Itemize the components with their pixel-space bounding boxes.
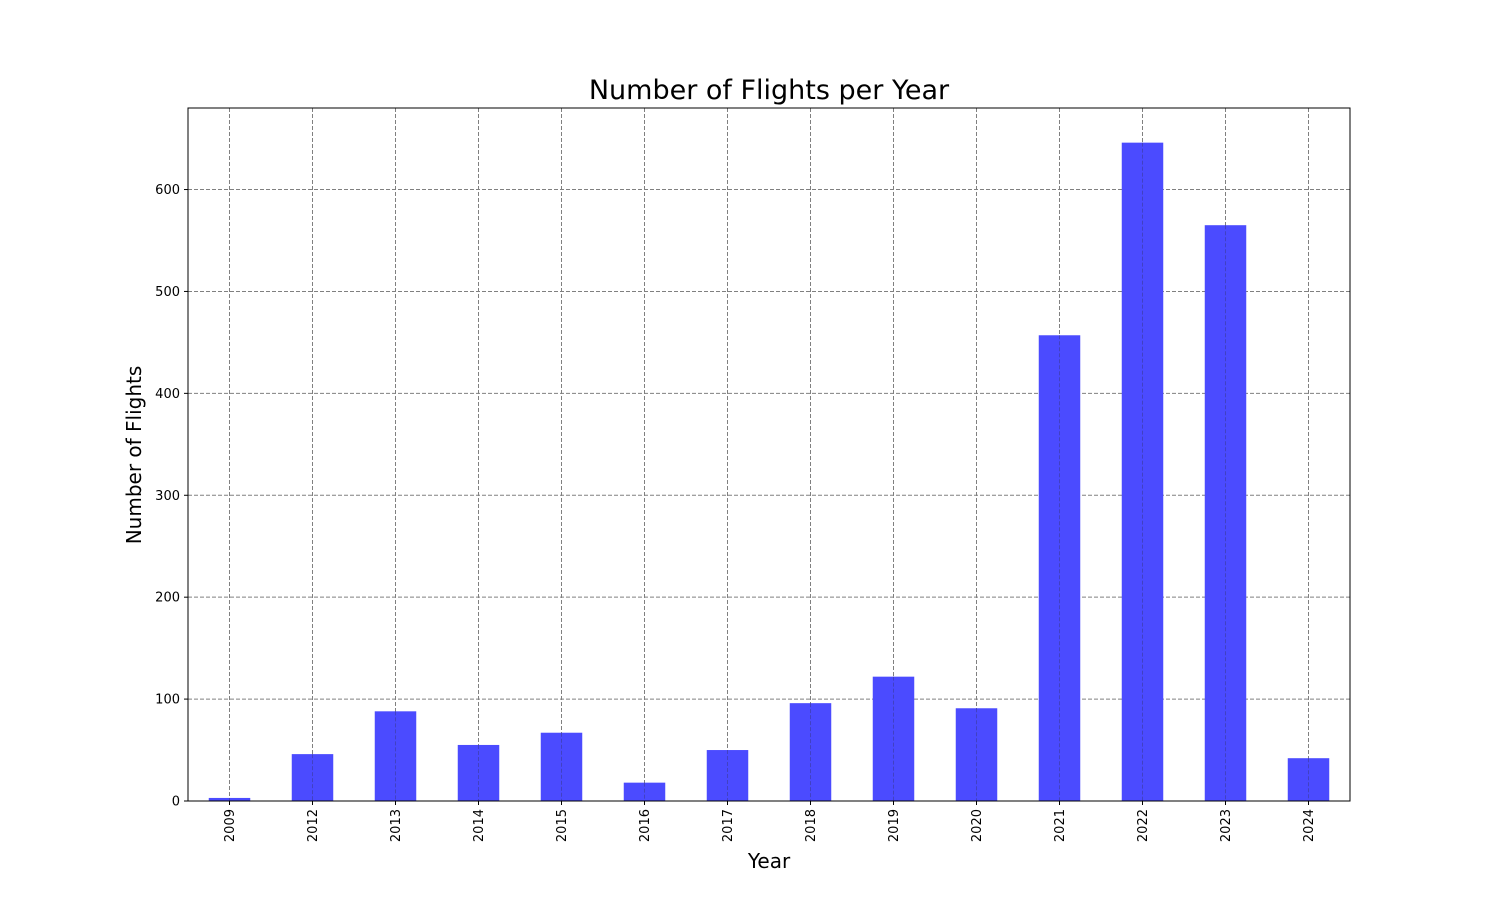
x-tick-label: 2016	[638, 809, 653, 842]
y-tick-label: 0	[172, 795, 180, 810]
chart-title: Number of Flights per Year	[589, 75, 950, 106]
x-tick-label: 2015	[555, 809, 570, 842]
x-tick-label: 2021	[1053, 809, 1068, 842]
y-tick-label: 600	[155, 183, 180, 198]
x-tick-label: 2012	[306, 809, 321, 842]
axes	[184, 107, 1351, 805]
x-tick-label: 2020	[970, 809, 985, 842]
bars	[208, 142, 1330, 801]
x-tick-label: 2013	[389, 809, 404, 842]
x-tick-label: 2024	[1302, 809, 1317, 842]
x-tick-label: 2019	[887, 809, 902, 842]
x-tick-label: 2009	[223, 809, 238, 842]
x-tick-label: 2018	[804, 809, 819, 842]
x-tick-label: 2022	[1136, 809, 1151, 842]
y-tick-label: 400	[155, 387, 180, 402]
y-tick-label: 500	[155, 285, 180, 300]
bar-2015	[540, 732, 583, 801]
y-axis-label: Number of Flights	[122, 366, 146, 545]
y-tick-label: 100	[155, 693, 180, 708]
bar-2021	[1038, 335, 1081, 801]
grid-lines	[188, 108, 1350, 801]
bar-2023	[1204, 225, 1247, 801]
x-tick-label: 2023	[1219, 809, 1234, 842]
x-tick-label: 2017	[721, 809, 736, 842]
x-axis-label: Year	[747, 849, 791, 873]
tick-labels: 0 100 200 300 400 500 600 2009 2012 2013 2014 2015 2…	[155, 183, 1317, 842]
x-tick-label: 2014	[472, 809, 487, 842]
y-tick-label: 300	[155, 489, 180, 504]
y-tick-label: 200	[155, 591, 180, 606]
plot-frame	[187, 107, 1351, 802]
